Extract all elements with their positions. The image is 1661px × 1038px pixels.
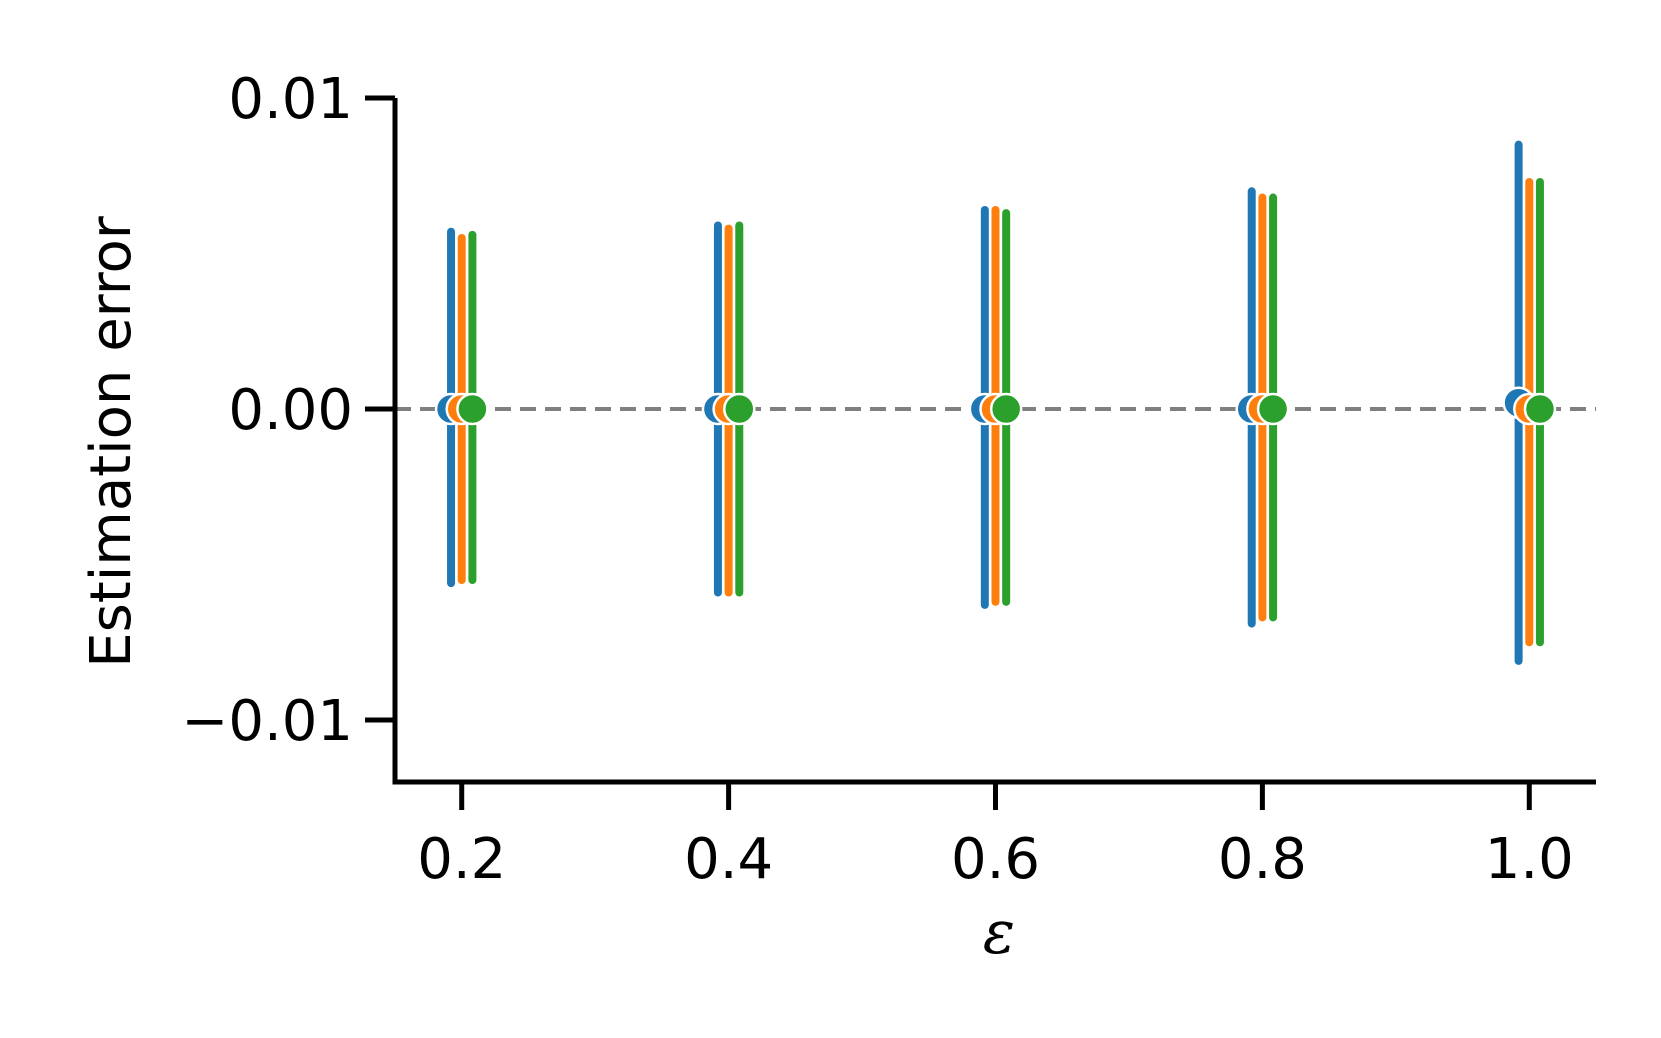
axes: 0.01 0.00 −0.01 0.2 0.4 0.6 0.8 1.0	[181, 67, 1596, 892]
x-tick-label: 1.0	[1485, 827, 1574, 892]
x-tick-label: 0.4	[684, 827, 773, 892]
x-tick-label: 0.6	[951, 827, 1040, 892]
y-tick-label: 0.01	[228, 67, 353, 132]
x-tick-label: 0.2	[417, 827, 506, 892]
x-tick-label: 0.8	[1218, 827, 1307, 892]
x-axis-title: ε	[983, 898, 1015, 968]
data-point	[723, 392, 756, 426]
data-point	[1523, 392, 1557, 426]
plot-area	[395, 140, 1596, 665]
y-tick-label: −0.01	[181, 689, 353, 754]
data-point	[456, 392, 489, 426]
y-tick-label: 0.00	[228, 378, 353, 443]
data-point	[989, 392, 1023, 426]
data-point	[1256, 392, 1290, 426]
y-axis-title: Estimation error	[79, 215, 144, 668]
